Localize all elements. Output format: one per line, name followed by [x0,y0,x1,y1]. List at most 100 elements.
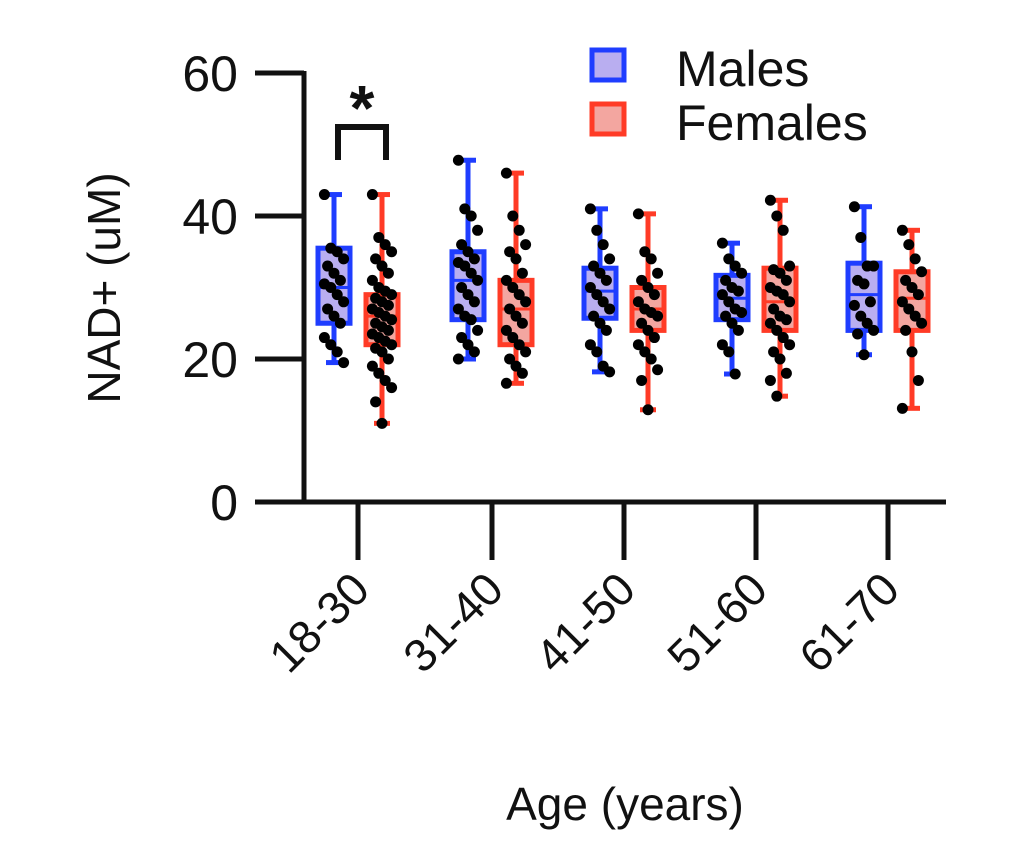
data-point [604,253,616,265]
data-point [723,296,735,308]
data-point [900,324,912,336]
data-point [462,339,474,351]
data-point [459,260,471,272]
data-point [597,239,609,251]
data-point [516,267,528,279]
data-point [780,314,792,326]
data-point [868,324,880,336]
data-point [632,208,644,220]
data-point [600,324,612,336]
data-point [386,246,398,258]
data-point [331,246,343,258]
data-point [732,285,744,297]
data-point [648,289,660,301]
data-point [771,210,783,222]
box-females-51-60 [761,194,799,402]
x-axis-title: Age (years) [506,778,744,830]
data-point [726,317,738,329]
data-point [338,253,350,265]
box-groups [315,154,931,429]
data-point [504,353,516,365]
data-point [723,253,735,265]
data-point [784,260,796,272]
data-point [648,332,660,344]
data-point [328,310,340,322]
x-axis: 18-30 31-40 41-50 51-60 61-70 [255,499,946,682]
data-point [322,260,334,272]
data-point [861,317,873,329]
data-point [642,404,654,416]
data-point [500,167,512,179]
data-point [370,253,382,265]
data-point [764,374,776,386]
significance-bracket [335,124,389,160]
data-point [504,303,516,315]
data-point [370,396,382,408]
data-point [642,282,654,293]
data-point [382,353,394,365]
data-point [591,224,603,236]
data-point [468,346,480,358]
data-point [456,282,468,293]
data-point [328,267,340,279]
data-point [452,303,464,315]
data-point [376,417,388,429]
x-tick-label: 61-70 [789,562,909,682]
y-axis: 0 20 40 60 [182,46,307,531]
data-point [736,307,748,319]
data-point [373,367,385,379]
data-point [858,349,870,361]
data-point [632,339,644,351]
data-point [325,282,337,293]
data-point [900,274,912,286]
data-point [379,239,391,251]
data-point [716,237,728,249]
data-point [510,310,522,322]
data-point [597,296,609,308]
data-point [325,339,337,351]
data-point [594,317,606,329]
data-point [764,317,776,329]
data-point [906,346,918,358]
legend-swatch-females [589,101,627,137]
data-point [636,374,648,386]
data-point [338,357,350,369]
data-point [322,303,334,315]
data-point [780,274,792,286]
data-point [456,239,468,251]
data-point [591,346,603,358]
data-point [903,303,915,315]
data-point [520,296,532,308]
data-point [584,203,596,215]
data-point [903,239,915,251]
data-point [764,194,776,206]
data-point [604,366,616,378]
x-tick-label: 31-40 [393,562,513,682]
data-point [652,310,664,322]
data-point [386,289,398,301]
data-point [777,332,789,344]
y-tick-label: 40 [182,189,238,245]
legend: Males Females [589,41,868,151]
data-point [468,296,480,308]
data-point [636,317,648,329]
data-point [642,324,654,336]
data-point [858,278,870,290]
box-females-31-40 [497,167,535,389]
data-point [507,332,519,344]
data-point [716,339,728,351]
data-point [768,346,780,358]
data-point [465,210,477,222]
data-point [771,324,783,336]
data-point [462,246,474,258]
data-point [366,189,378,201]
data-point [382,267,394,279]
data-point [916,317,928,329]
data-point [500,324,512,336]
data-point [588,310,600,322]
data-point [507,282,519,293]
y-tick-label: 20 [182,332,238,388]
data-point [334,274,346,286]
data-point [366,274,378,286]
